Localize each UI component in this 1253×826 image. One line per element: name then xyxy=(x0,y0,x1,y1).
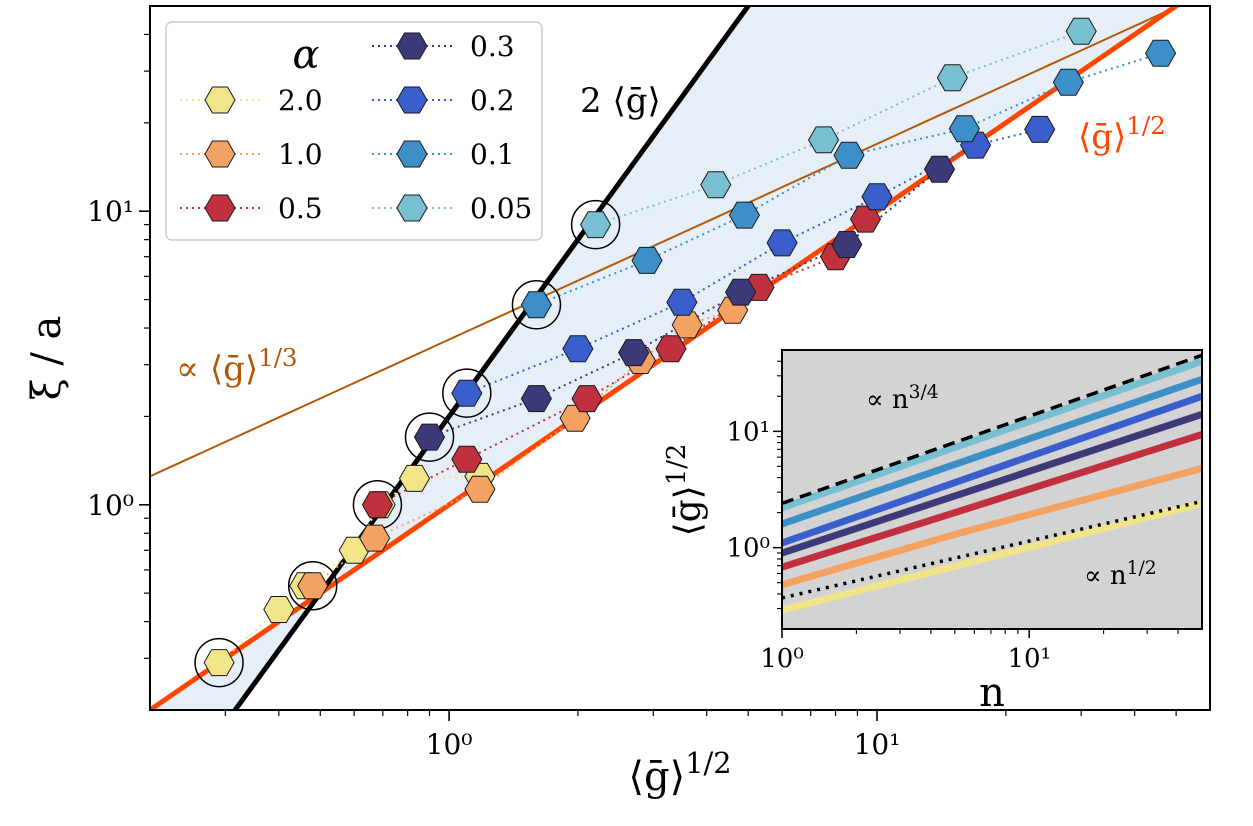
legend-marker-2.0 xyxy=(204,86,236,114)
x-tick-label: 10⁰ xyxy=(426,728,473,761)
data-point-0.05-0 xyxy=(580,211,612,239)
inset-series-lines xyxy=(782,357,1202,614)
inset-line-0.05 xyxy=(782,357,1202,512)
inset-annotation-n34: ∝ n3/4 xyxy=(866,382,939,416)
data-point-0.3-5 xyxy=(923,155,956,183)
data-point-0.05-2 xyxy=(808,126,840,154)
legend-label-0.2: 0.2 xyxy=(470,84,515,117)
data-point-0.5-1 xyxy=(451,445,483,473)
data-point-0.5-0 xyxy=(361,491,393,519)
data-point-0.1-1 xyxy=(631,246,663,274)
ref-line-one-third xyxy=(150,6,1181,478)
annotation-g-one-third: ∝ ⟨ḡ⟩1/3 xyxy=(176,343,298,390)
data-point-0.05-4 xyxy=(1065,17,1097,45)
legend-label-1.0: 1.0 xyxy=(278,138,323,171)
data-points xyxy=(203,17,1177,677)
legend-title: α xyxy=(292,32,319,78)
data-point-2.0-0 xyxy=(203,649,235,677)
data-point-0.2-0 xyxy=(451,379,483,407)
series-line-0.05 xyxy=(595,30,1082,226)
legend-label-2.0: 2.0 xyxy=(278,84,323,117)
x-tick-label: 10¹ xyxy=(854,728,901,761)
inset-reference-lines xyxy=(782,353,1202,600)
inset-line-0.5 xyxy=(782,431,1202,571)
highlight-circle-0.1 xyxy=(511,280,562,330)
legend: α 2.0 1.0 0.5 0.3 0.2 0.1 0.05 xyxy=(165,21,543,241)
data-point-0.2-4 xyxy=(861,183,893,211)
inset-annotation-n12: ∝ n1/2 xyxy=(1084,558,1157,592)
inset-line-0.2 xyxy=(782,392,1202,547)
highlight-circle-1.0 xyxy=(287,560,338,611)
data-point-0.05-3 xyxy=(936,64,968,92)
highlight-circle-0.05 xyxy=(570,199,621,250)
data-point-0.3-2 xyxy=(618,339,650,367)
main-axis-ticks: 10⁰ 10¹ 10⁰ 10¹ xyxy=(87,33,1177,761)
inset-line-0.3 xyxy=(782,410,1202,557)
annotation-2g: 2 ⟨ḡ⟩ xyxy=(580,81,661,121)
inset-line-1.0 xyxy=(782,464,1202,589)
inset-line-0.1 xyxy=(782,375,1202,528)
data-point-1.0-2 xyxy=(464,475,496,503)
inset-x-axis-title: n xyxy=(979,670,1005,716)
data-point-0.5-3 xyxy=(655,335,687,363)
data-point-0.2-6 xyxy=(1024,115,1056,143)
inset-frame xyxy=(781,349,1203,630)
data-point-1.0-1 xyxy=(359,524,391,552)
data-point-0.3-1 xyxy=(520,385,552,413)
data-point-0.05-1 xyxy=(700,171,732,199)
data-point-0.1-2 xyxy=(728,201,760,229)
legend-marker-1.0 xyxy=(204,140,236,168)
data-point-0.3-3 xyxy=(725,278,757,306)
data-point-0.5-2 xyxy=(571,385,603,413)
data-point-0.3-0 xyxy=(413,423,446,451)
data-point-2.0-1 xyxy=(263,596,295,623)
highlight-circles xyxy=(194,199,621,688)
data-point-0.1-5 xyxy=(1052,68,1084,96)
data-point-0.1-0 xyxy=(520,291,552,319)
inset-ref-line-0 xyxy=(782,353,1202,506)
legend-frame xyxy=(165,21,543,241)
data-point-0.2-1 xyxy=(562,335,594,363)
y-tick-label: 10⁰ xyxy=(87,489,134,522)
annotation-sqrt-g: ⟨ḡ⟩1/2 xyxy=(1078,111,1166,158)
data-point-0.1-3 xyxy=(833,141,865,169)
legend-marker-0.5 xyxy=(204,194,236,222)
highlight-circle-0.2 xyxy=(442,368,492,418)
legend-label-0.5: 0.5 xyxy=(278,192,323,225)
data-point-1.0-5 xyxy=(671,311,703,339)
data-point-2.0-5 xyxy=(398,464,431,492)
data-point-1.0-0 xyxy=(297,572,329,600)
highlight-circle-0.3 xyxy=(404,412,455,462)
data-point-0.3-4 xyxy=(831,231,863,258)
inset-x-tick-label: 10¹ xyxy=(1007,644,1051,674)
inset-axis-ticks: 10⁰ 10¹ 10⁰ 10¹ xyxy=(726,360,1179,674)
y-tick-label: 10¹ xyxy=(87,195,134,228)
legend-label-0.3: 0.3 xyxy=(470,30,515,63)
legend-marker-0.05 xyxy=(396,194,428,222)
highlight-circle-2.0 xyxy=(194,637,244,688)
legend-label-0.05: 0.05 xyxy=(470,192,532,225)
data-point-0.1-4 xyxy=(948,115,980,143)
inset-y-tick-label: 10¹ xyxy=(726,417,770,447)
data-point-0.2-3 xyxy=(766,229,798,257)
data-point-0.2-2 xyxy=(666,288,698,316)
inset-x-tick-label: 10⁰ xyxy=(760,644,804,674)
main-x-axis-title: ⟨ḡ⟩1/2 xyxy=(628,746,731,800)
inset-y-tick-label: 10⁰ xyxy=(726,534,770,564)
inset-y-axis-title: ⟨ḡ⟩1/2 xyxy=(662,444,709,537)
inset-line-2.0 xyxy=(782,499,1202,614)
legend-marker-0.3 xyxy=(396,32,428,60)
inset-plot: 10⁰ 10¹ 10⁰ 10¹ n ⟨ḡ⟩1/2 ∝ n3/4 ∝ n1/2 xyxy=(662,349,1203,716)
legend-label-0.1: 0.1 xyxy=(470,138,515,171)
main-plot-frame xyxy=(149,5,1211,711)
main-plot: 10⁰ 10¹ 10⁰ 10¹ ⟨ḡ⟩1/2 ξ / a 2 ⟨ḡ⟩ ⟨ḡ⟩1/2 ∝… xyxy=(24,5,1211,800)
legend-marker-0.2 xyxy=(396,86,428,114)
main-y-axis-title: ξ / a xyxy=(24,316,70,401)
data-point-0.1-6 xyxy=(1145,39,1177,67)
legend-marker-0.1 xyxy=(396,140,428,168)
